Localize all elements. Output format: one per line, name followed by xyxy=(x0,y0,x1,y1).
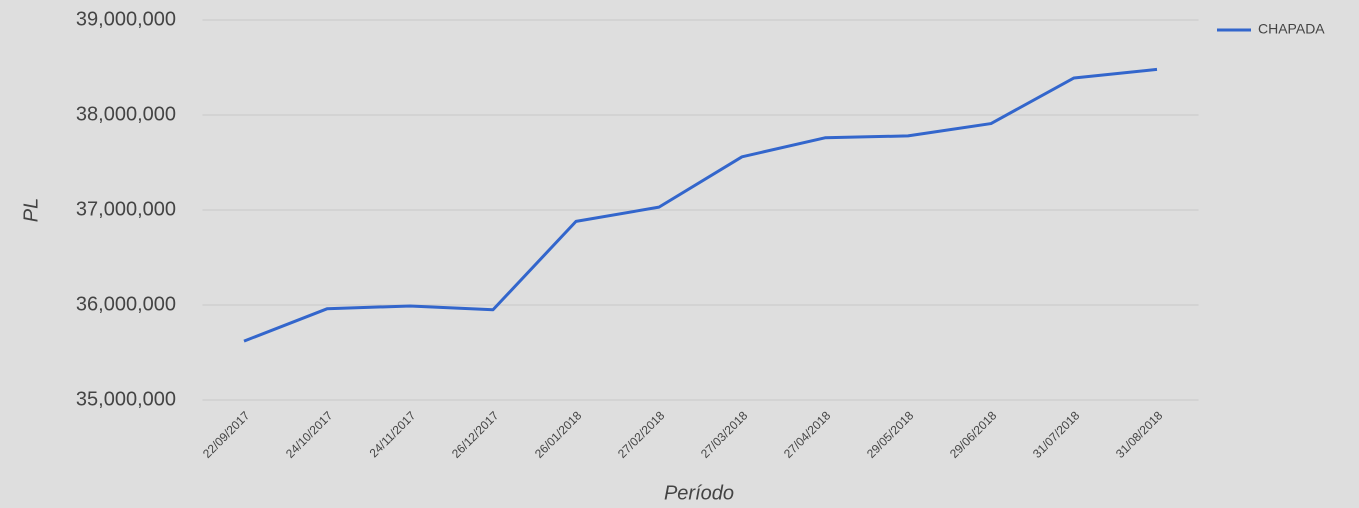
x-axis-title: Período xyxy=(664,482,734,504)
y-axis-title: PL xyxy=(20,198,42,222)
y-tick-label: 39,000,000 xyxy=(76,8,176,30)
y-tick-label: 36,000,000 xyxy=(76,293,176,315)
legend-label: CHAPADA xyxy=(1258,21,1325,37)
series-line xyxy=(243,67,1158,343)
y-tick-label: 37,000,000 xyxy=(76,198,176,220)
y-tick-label: 35,000,000 xyxy=(76,388,176,410)
y-tick-label: 38,000,000 xyxy=(76,103,176,125)
